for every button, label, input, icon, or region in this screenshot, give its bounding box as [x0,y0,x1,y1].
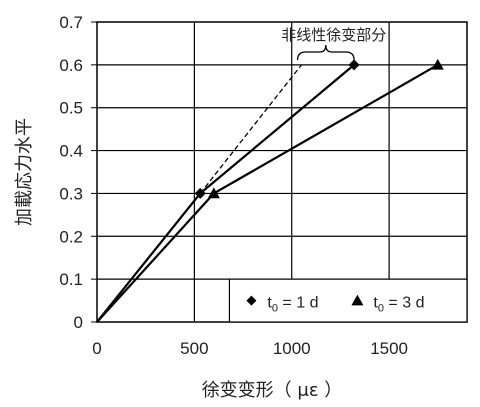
legend: t0 = 1 d t0 = 3 d [228,278,468,323]
y-tick-label: 0 [74,313,83,332]
legend-box [228,278,468,323]
grid-lines [97,22,467,322]
x-tick-label: 0 [92,339,101,358]
legend-diamond-icon [246,295,257,306]
triangle-marker [431,58,444,70]
y-tick-label: 0.4 [59,142,83,161]
dashed-linear-extension [199,64,302,194]
x-tick-label: 1500 [370,339,408,358]
legend-label-t0-1d: t0 = 1 d [267,295,318,315]
series-markers [194,58,444,199]
y-tick-label: 0.6 [59,56,83,75]
plot-frame [96,21,468,323]
y-tick-label: 0.1 [59,270,83,289]
y-tick-label: 0.5 [59,99,83,118]
y-axis-label: 加載応力水平 [14,118,35,226]
diamond-marker [194,187,206,199]
y-tick-label: 0.2 [59,227,83,246]
legend-triangle-icon [351,294,364,306]
triangle-marker [207,187,220,199]
y-tick-label: 0.3 [59,184,83,203]
tick-labels: 0 0.1 0.2 0.3 0.4 0.5 0.6 0.7 0 500 1000 1500 [59,13,408,358]
annotation-label: 非线性徐变部分 [281,26,386,44]
annotation-brace [296,44,355,61]
annotation-group: 非线性徐变部分 [281,26,386,61]
y-tick-label: 0.7 [59,13,83,32]
legend-label-t0-3d: t0 = 3 d [373,295,424,315]
x-tick-label: 500 [180,339,208,358]
x-axis-label: 徐变变形（ με ） [202,380,343,401]
diamond-marker [348,59,360,71]
x-tick-label: 1000 [273,339,311,358]
